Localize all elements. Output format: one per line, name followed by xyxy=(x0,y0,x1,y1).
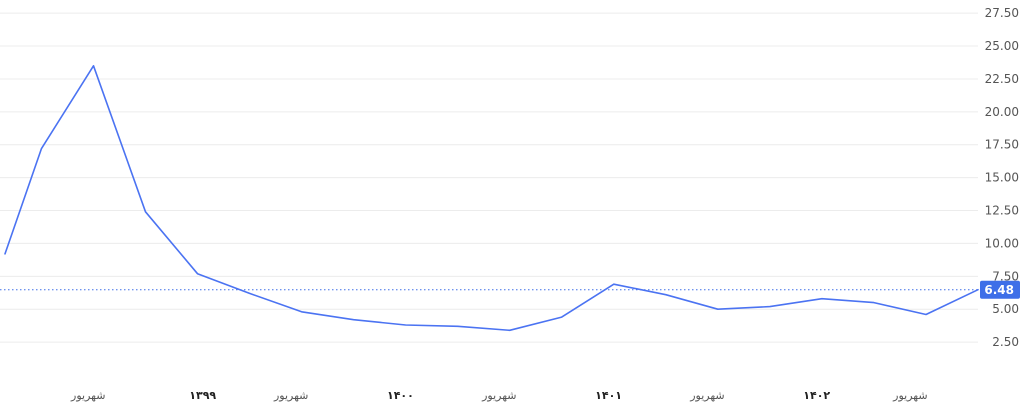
y-tick-label: 15.00 xyxy=(985,171,1019,185)
data-point[interactable] xyxy=(403,322,409,328)
y-tick-label: 2.50 xyxy=(992,335,1019,349)
y-tick-label: 10.00 xyxy=(985,236,1019,250)
y-tick-label: 12.50 xyxy=(985,204,1019,218)
series-line xyxy=(4,65,979,332)
data-point[interactable] xyxy=(142,209,148,215)
data-point[interactable] xyxy=(923,311,929,317)
data-point[interactable] xyxy=(299,309,305,315)
current-value-label: 6.48 xyxy=(984,283,1014,297)
data-point[interactable] xyxy=(767,304,773,310)
data-point[interactable] xyxy=(90,63,96,69)
data-point[interactable] xyxy=(715,306,721,312)
y-tick-label: 25.00 xyxy=(985,39,1019,53)
data-point[interactable] xyxy=(247,290,253,296)
y-tick-label: 7.50 xyxy=(992,269,1019,283)
data-point[interactable] xyxy=(2,251,8,257)
data-point[interactable] xyxy=(819,296,825,302)
series-lines xyxy=(2,63,979,333)
x-tick-label: ۱۴۰۱ xyxy=(595,389,622,402)
current-value-badge-bg xyxy=(980,280,1020,299)
x-tick-label: شهریور xyxy=(273,389,308,402)
data-point[interactable] xyxy=(559,314,565,320)
data-point[interactable] xyxy=(663,292,669,298)
x-tick-label: شهریور xyxy=(70,389,105,402)
y-tick-label: 5.00 xyxy=(992,302,1019,316)
y-tick-label: 20.00 xyxy=(985,105,1019,119)
data-point[interactable] xyxy=(351,317,357,323)
x-tick-label: شهریور xyxy=(689,389,724,402)
data-point[interactable] xyxy=(871,300,877,306)
data-point[interactable] xyxy=(611,281,617,287)
y-axis-ticks: 27.50 25.00 22.50 20.00 17.50 15.00 12.50 10.00… xyxy=(985,6,1019,349)
y-tick-label: 27.50 xyxy=(985,6,1019,20)
data-point[interactable] xyxy=(38,146,44,152)
x-tick-label: شهریور xyxy=(892,389,927,402)
x-tick-label: ۱۳۹۹ xyxy=(189,389,216,402)
x-tick-label: ۱۴۰۲ xyxy=(803,389,830,402)
grid-lines xyxy=(0,12,978,343)
data-point[interactable] xyxy=(195,271,201,277)
current-value-badge: 6.48 xyxy=(980,280,1020,299)
x-axis-ticks: شهریور ۱۳۹۹ شهریور ۱۴۰۰ شهریور ۱۴۰۱ شهریور ۱۴۰۲… xyxy=(70,389,928,402)
y-tick-label: 17.50 xyxy=(985,138,1019,152)
y-tick-label: 22.50 xyxy=(985,72,1019,86)
data-point[interactable] xyxy=(507,327,513,333)
data-point[interactable] xyxy=(455,323,461,329)
x-tick-label: ۱۴۰۰ xyxy=(387,389,414,402)
x-tick-label: شهریور xyxy=(481,389,516,402)
